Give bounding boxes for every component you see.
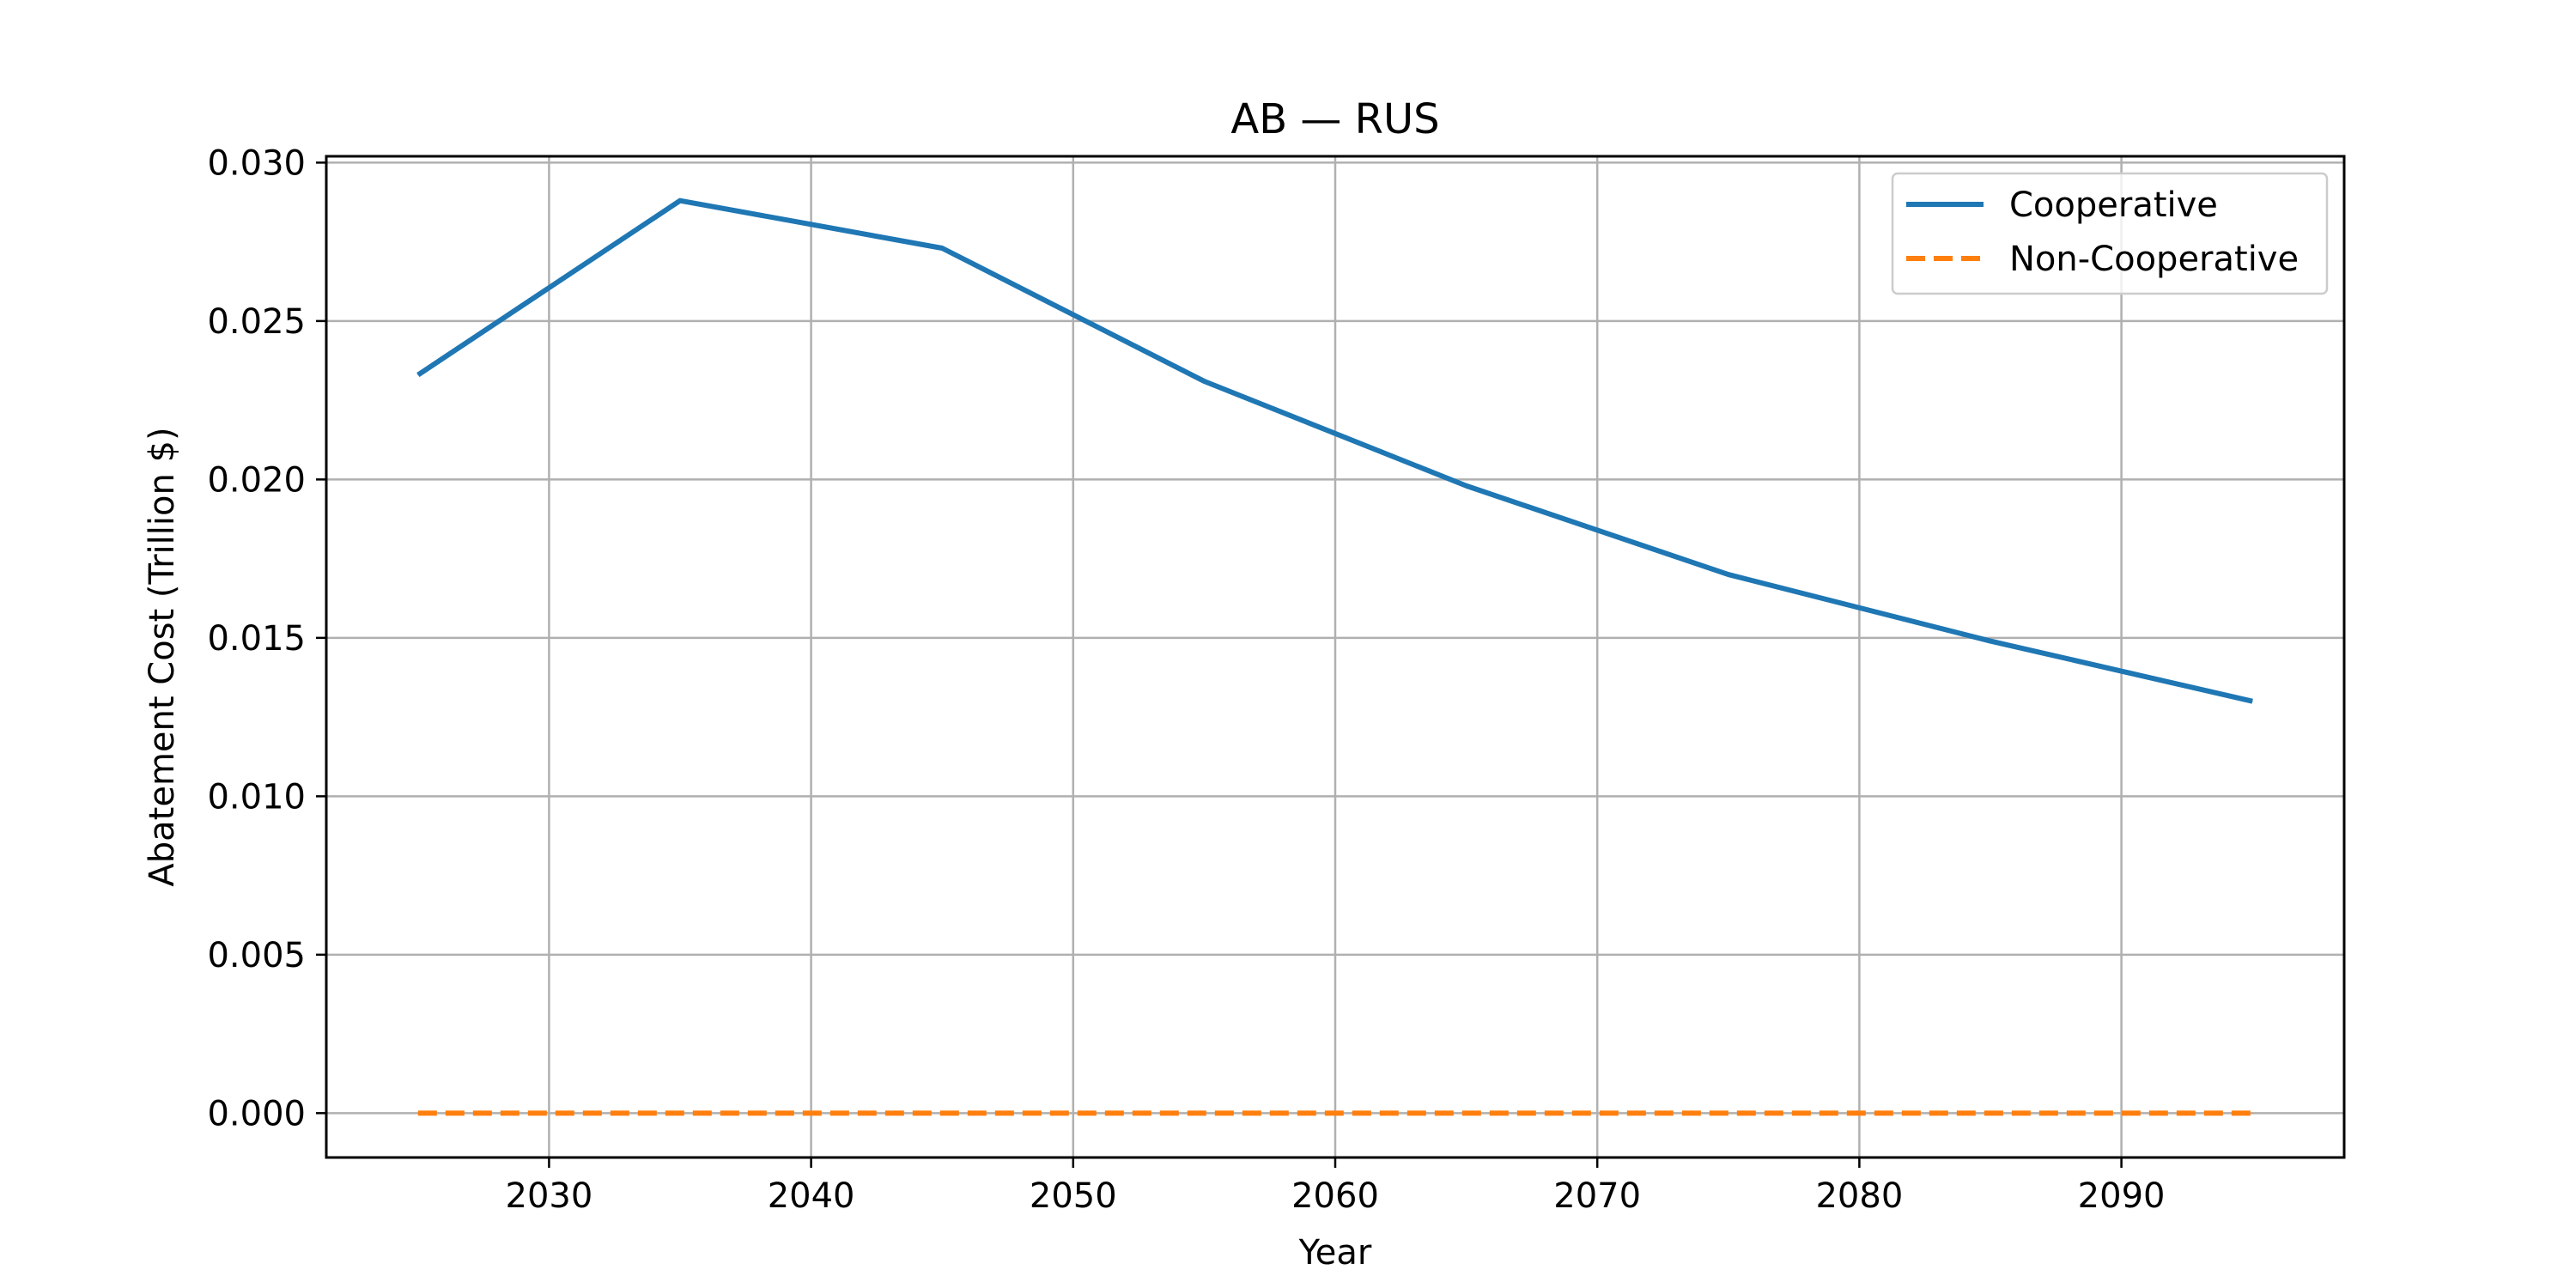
x-tick-label: 2070 [1553, 1176, 1641, 1216]
x-tick-label: 2040 [768, 1176, 855, 1216]
grid-layer [326, 156, 2344, 1157]
x-axis-title: Year [1298, 1233, 1372, 1273]
y-tick-label: 0.000 [207, 1094, 306, 1133]
data-point [1466, 1112, 1467, 1114]
data-point [417, 374, 419, 376]
data-point [679, 200, 681, 202]
data-point [2251, 1112, 2253, 1114]
legend-label-cooperative: Cooperative [2009, 185, 2218, 225]
data-point [417, 1112, 419, 1114]
legend-label-non-cooperative: Non-Cooperative [2009, 240, 2299, 279]
x-tick-label: 2080 [1815, 1176, 1903, 1216]
x-axis-ticks: 2030 2040 2050 2060 2070 2080 2090 [506, 1157, 2166, 1216]
data-point [1203, 380, 1205, 382]
y-tick-label: 0.025 [207, 302, 306, 342]
chart-title: AB — RUS [1230, 95, 1439, 143]
x-tick-label: 2050 [1030, 1176, 1117, 1216]
x-tick-label: 2060 [1291, 1176, 1379, 1216]
y-tick-label: 0.005 [207, 936, 306, 975]
data-point [2251, 701, 2253, 702]
series-line-cooperative [416, 197, 2253, 704]
data-point [679, 1112, 681, 1114]
y-axis-ticks: 0.000 0.005 0.010 0.015 0.020 0.025 0.030 [207, 143, 326, 1133]
data-point [1203, 1112, 1205, 1114]
y-tick-label: 0.030 [207, 143, 306, 183]
x-tick-label: 2030 [506, 1176, 593, 1216]
data-point [941, 1112, 943, 1114]
x-tick-label: 2090 [2078, 1176, 2166, 1216]
y-axis-title: Abatement Cost (Trillion $) [143, 427, 182, 886]
y-tick-label: 0.020 [207, 460, 306, 500]
y-tick-label: 0.015 [207, 619, 306, 659]
y-tick-label: 0.010 [207, 777, 306, 817]
legend: Cooperative Non-Cooperative [1891, 172, 2329, 295]
data-point [1466, 485, 1467, 487]
legend-box [1891, 172, 2329, 295]
series-layer [416, 197, 2253, 1116]
data-point [941, 247, 943, 249]
